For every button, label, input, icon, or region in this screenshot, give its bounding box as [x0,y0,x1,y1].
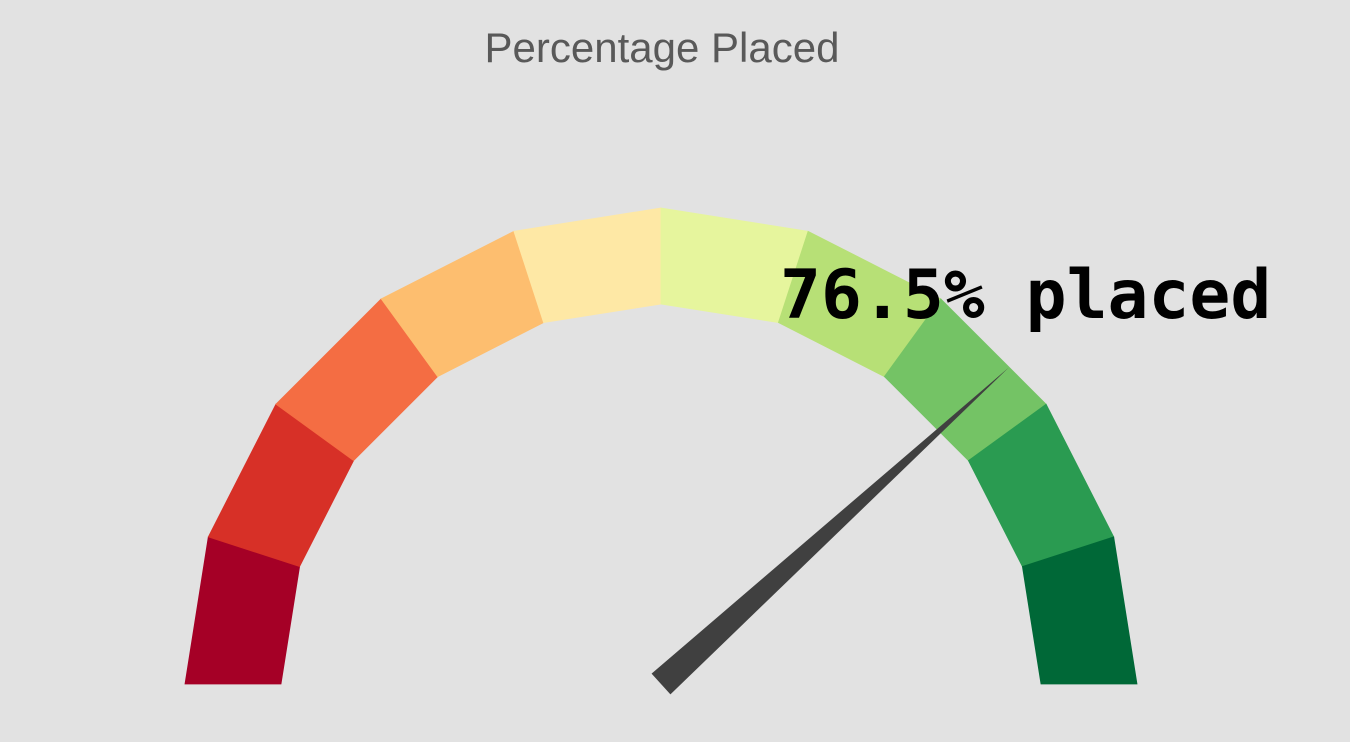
gauge-bands [184,207,1138,685]
gauge-readout-label: 76.5% placed [780,256,1271,335]
gauge-band-10 [1021,536,1138,685]
chart-title: Percentage Placed [484,24,840,71]
gauge-needle [651,367,1009,695]
